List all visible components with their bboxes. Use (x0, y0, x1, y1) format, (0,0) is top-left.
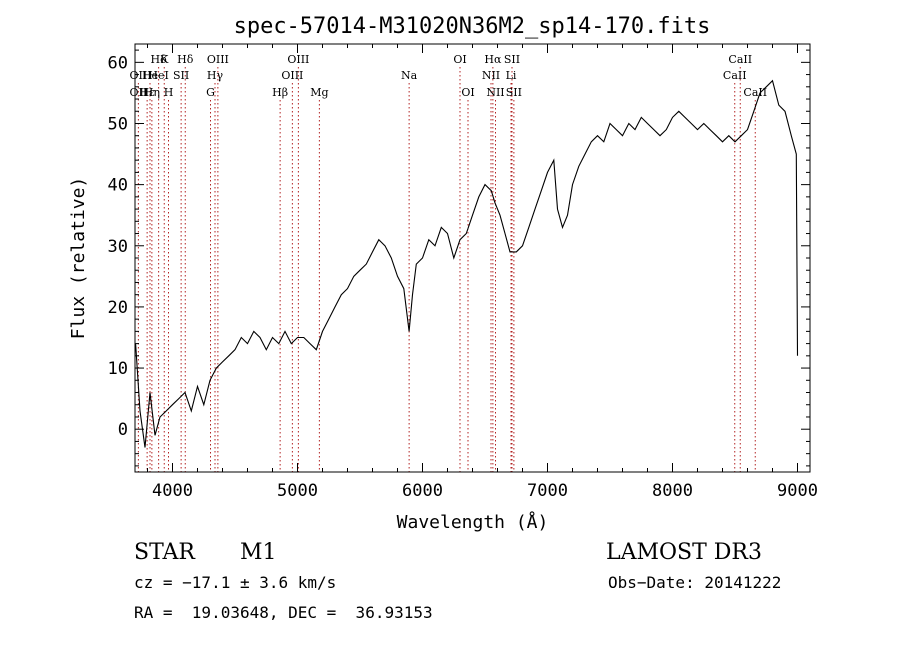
marker-label-oii: OII (130, 86, 148, 99)
x-tick-label: 4000 (152, 481, 193, 501)
y-tick-label: 60 (108, 53, 128, 73)
marker-label-caii: CaII (743, 86, 767, 99)
y-tick-label: 40 (108, 176, 128, 196)
marker-label-hei: HeI (148, 69, 168, 82)
marker-label-hγ: Hγ (207, 69, 224, 82)
marker-label-sii: SII (506, 86, 522, 99)
marker-label-hε: Hε (139, 86, 155, 99)
plot-frame (134, 43, 811, 473)
marker-label-hδ: Hδ (151, 53, 168, 66)
marker-label-oiii: OIII (281, 69, 303, 82)
marker-label-g: G (206, 86, 215, 99)
marker-label-hη: Hη (144, 86, 160, 99)
object-class: STAR (134, 540, 195, 565)
x-tick-label: 6000 (402, 481, 443, 501)
spectrum-line-group (135, 79, 799, 448)
chart-title: spec-57014-M31020N36M2_sp14-170.fits (234, 14, 711, 39)
y-tick-label: 20 (108, 298, 128, 318)
y-tick-label: 0 (118, 420, 128, 440)
y-axis-label: Flux (relative) (68, 177, 89, 340)
x-tick-label: 8000 (652, 481, 693, 501)
survey-label: LAMOST DR3 (606, 540, 762, 565)
sky-coordinates: RA = 19.03648, DEC = 36.93153 (134, 603, 433, 622)
marker-label-hδ: Hδ (177, 53, 194, 66)
marker-label-hα: Hα (484, 53, 502, 66)
marker-label-oii: OII (130, 69, 148, 82)
marker-label-caii: CaII (723, 69, 747, 82)
marker-label-nii: NII (482, 69, 500, 82)
y-tick-label: 10 (108, 359, 128, 379)
y-tick-label: 50 (108, 114, 128, 134)
axes: 4000 5000 6000 7000 8000 9000 0 10 20 30 40 50 60 (108, 44, 818, 501)
marker-label-nii: NII (486, 86, 504, 99)
observation-date: Obs−Date: 20141222 (608, 573, 782, 592)
marker-label-oi: OI (461, 86, 474, 99)
marker-label-oiii: OIII (287, 53, 309, 66)
marker-label-hβ: Hβ (272, 86, 288, 99)
redshift-velocity: cz = −17.1 ± 3.6 km/s (134, 573, 337, 592)
marker-label-na: Na (401, 69, 418, 82)
marker-label-caii: CaII (728, 53, 752, 66)
x-tick-label: 9000 (777, 481, 818, 501)
marker-label-h: H (164, 86, 174, 99)
marker-label-oi: OI (453, 53, 466, 66)
object-subclass: M1 (240, 540, 277, 565)
x-axis-label: Wavelength (Å) (397, 511, 549, 533)
marker-label-mg: Mg (310, 86, 328, 99)
spectrum-line (135, 79, 799, 448)
y-tick-label: 30 (108, 237, 128, 257)
marker-label-k: K (160, 53, 169, 66)
marker-label-li: Li (506, 69, 517, 82)
marker-label-he: He (142, 69, 158, 82)
x-tick-label: 7000 (527, 481, 568, 501)
marker-label-oiii: OIII (207, 53, 229, 66)
marker-label-sii: SII (504, 53, 520, 66)
marker-label-sii: SII (173, 69, 189, 82)
x-tick-label: 5000 (277, 481, 318, 501)
